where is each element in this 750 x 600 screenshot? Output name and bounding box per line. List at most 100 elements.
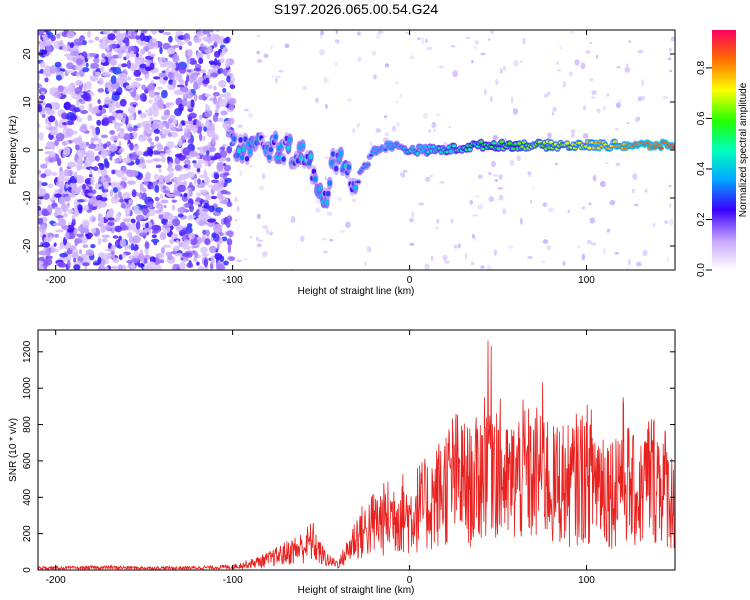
heatmap-cell (235, 131, 238, 134)
heatmap-cell (49, 236, 53, 241)
heatmap-cell (67, 161, 77, 168)
spectrogram-y-axis: -20 -10 0 10 20 (22, 48, 675, 253)
heatmap-cell (415, 152, 420, 155)
heatmap-cell (165, 251, 172, 256)
heatmap-cell (119, 238, 127, 248)
heatmap-cell (85, 249, 95, 257)
heatmap-cell (70, 51, 79, 56)
heatmap-cell (129, 142, 134, 151)
heatmap-cell (199, 189, 209, 194)
heatmap-cell (143, 257, 148, 264)
heatmap-cell (226, 145, 233, 154)
heatmap-cell (664, 220, 669, 225)
heatmap-cell (465, 252, 468, 260)
heatmap-cell (210, 195, 218, 200)
heatmap-cell (158, 178, 165, 188)
heatmap-cell (548, 207, 554, 212)
heatmap-cell (155, 201, 162, 210)
heatmap-cell (556, 61, 560, 65)
heatmap-cell (475, 40, 479, 45)
heatmap-cell (202, 79, 210, 85)
heatmap-cell (612, 140, 617, 144)
heatmap-cell (248, 165, 253, 168)
heatmap-cell (127, 232, 132, 238)
heatmap-cell (568, 71, 573, 77)
heatmap-cell (213, 58, 218, 66)
heatmap-cell (79, 142, 84, 150)
heatmap-cell (144, 241, 150, 249)
heatmap-cell (172, 53, 180, 63)
snr-y-axis: 0 200 400 600 800 1000 1200 (22, 340, 675, 573)
heatmap-cell (40, 163, 48, 169)
heatmap-cell (139, 32, 146, 42)
heatmap-cell (261, 173, 266, 180)
spectrogram-xlabel: Height of straight line (km) (298, 286, 415, 297)
heatmap-cell (65, 183, 69, 189)
heatmap-cell (182, 258, 187, 262)
heatmap-cell (122, 218, 132, 223)
heatmap-cell (224, 177, 232, 184)
heatmap-cell (628, 40, 632, 43)
heatmap-cell (111, 43, 118, 48)
heatmap-cell (198, 57, 204, 65)
heatmap-cell (162, 42, 171, 50)
heatmap-cell (120, 203, 126, 209)
heatmap-cell (329, 239, 334, 242)
heatmap-cell (192, 124, 198, 134)
heatmap-cell (66, 70, 74, 74)
heatmap-cell (257, 239, 264, 242)
heatmap-cell (153, 76, 161, 80)
heatmap-cell (154, 210, 162, 214)
heatmap-cell (562, 261, 566, 266)
heatmap-cell (320, 30, 325, 36)
heatmap-cell (160, 199, 169, 204)
heatmap-cell (144, 59, 153, 63)
heatmap-cell (95, 155, 100, 162)
heatmap-cell (151, 181, 158, 186)
heatmap-cell (458, 243, 461, 249)
heatmap-cell (171, 199, 178, 203)
heatmap-cell (392, 125, 396, 132)
heatmap-cell (257, 59, 263, 63)
heatmap-cell (72, 130, 78, 135)
heatmap-cell (145, 109, 149, 113)
heatmap-cell (154, 196, 160, 202)
heatmap-cell (76, 71, 80, 78)
heatmap-cell (212, 114, 219, 123)
heatmap-cell (204, 109, 213, 118)
heatmap-cell (225, 219, 231, 229)
heatmap-cell (220, 200, 229, 204)
heatmap-cell (228, 256, 236, 262)
heatmap-cell (290, 216, 296, 223)
heatmap-cell (171, 233, 178, 240)
heatmap-cell (148, 99, 153, 104)
heatmap-cell (581, 253, 586, 261)
heatmap-cell (80, 110, 88, 114)
heatmap-cell (227, 232, 234, 238)
heatmap-cell (384, 132, 389, 137)
heatmap-cell (178, 241, 183, 248)
heatmap-cell (109, 155, 113, 161)
heatmap-cell (443, 260, 450, 264)
heatmap-cell (64, 232, 70, 241)
heatmap-cell (90, 244, 96, 249)
heatmap-cell (89, 75, 98, 82)
heatmap-cell (210, 255, 215, 265)
heatmap-cell (168, 171, 174, 179)
heatmap-cell (108, 40, 117, 45)
heatmap-cell (75, 80, 83, 86)
heatmap-cell (507, 245, 513, 249)
heatmap-cell (54, 206, 58, 211)
heatmap-cell (324, 176, 327, 181)
snr-frame (37, 329, 676, 571)
heatmap-cell (137, 122, 142, 129)
heatmap-cell (326, 190, 331, 197)
heatmap-cell (135, 158, 140, 166)
heatmap-cell (626, 122, 630, 125)
heatmap-cell (669, 218, 674, 226)
heatmap-cell (64, 196, 71, 202)
heatmap-cell (161, 89, 168, 99)
heatmap-cell (139, 39, 144, 47)
heatmap-cell (206, 150, 210, 156)
heatmap-cell (218, 48, 222, 53)
